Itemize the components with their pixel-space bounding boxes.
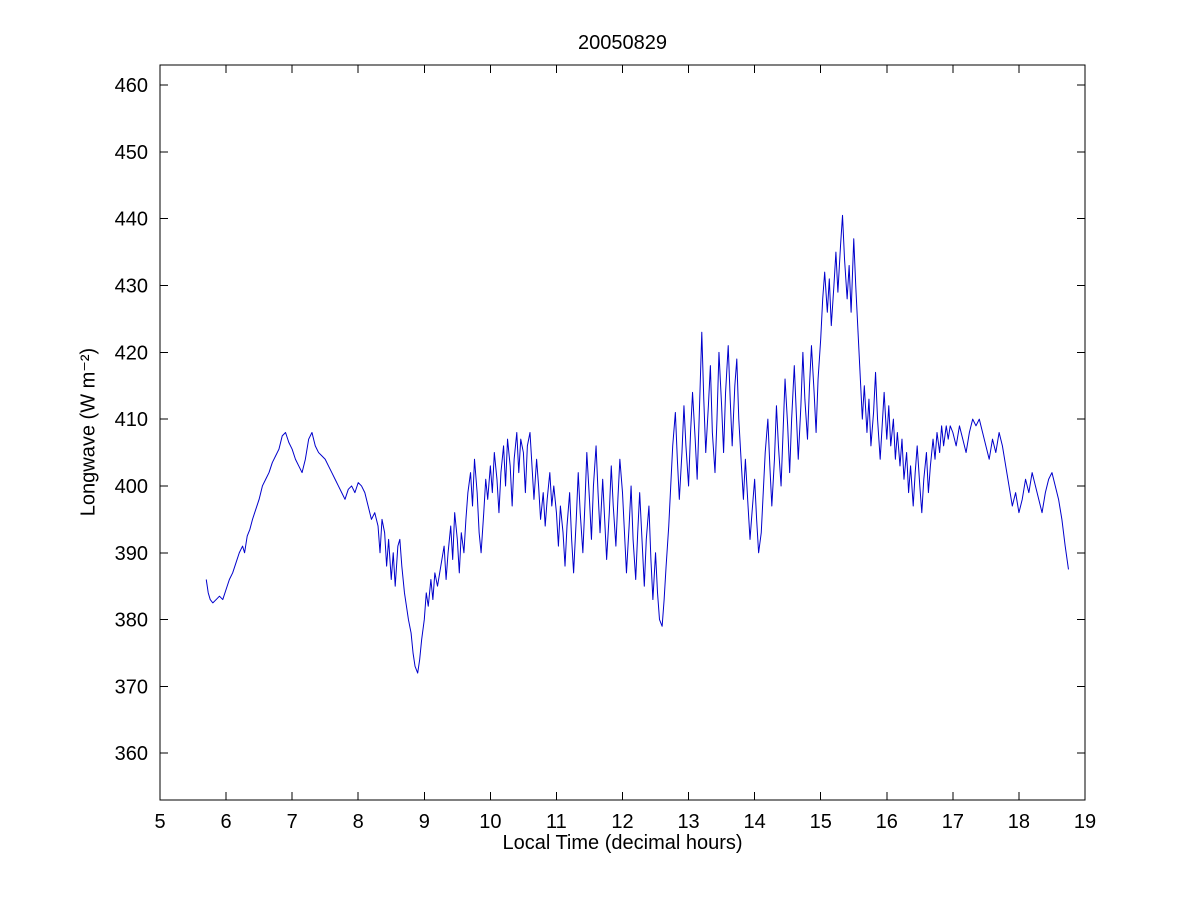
x-tick-label: 14: [744, 811, 766, 833]
y-tick-label: 370: [115, 676, 148, 698]
y-tick-label: 400: [115, 476, 148, 498]
x-tick-label: 13: [677, 811, 699, 833]
x-tick-label: 10: [479, 811, 501, 833]
x-tick-label: 15: [810, 811, 832, 833]
axes-box: [159, 64, 1086, 801]
x-tick-label: 12: [611, 811, 633, 833]
y-tick-label: 460: [115, 75, 148, 97]
y-axis-label: Longwave (W m⁻²): [77, 347, 100, 517]
x-tick-label: 9: [419, 811, 430, 833]
x-tick-label: 11: [546, 811, 567, 833]
x-tick-label: 19: [1074, 811, 1096, 833]
x-axis-label: Local Time (decimal hours): [502, 832, 743, 854]
x-tick-label: 7: [287, 811, 298, 833]
y-tick-label: 440: [115, 209, 148, 231]
y-tick-label: 380: [115, 610, 148, 632]
y-tick-label: 420: [115, 342, 148, 364]
x-tick-label: 17: [942, 811, 964, 833]
longwave-line: [205, 214, 1069, 674]
y-tick-label: 390: [115, 543, 148, 565]
y-tick-label: 450: [115, 142, 148, 164]
x-tick-label: 16: [876, 811, 898, 833]
x-tick-label: 5: [154, 811, 165, 833]
x-tick-label: 8: [353, 811, 364, 833]
x-tick-label: 18: [1008, 811, 1030, 833]
y-tick-label: 430: [115, 276, 148, 298]
x-tick-label: 6: [221, 811, 232, 833]
y-tick-label: 410: [115, 409, 148, 431]
y-tick-label: 360: [115, 743, 148, 765]
chart-title: 20050829: [578, 32, 667, 54]
